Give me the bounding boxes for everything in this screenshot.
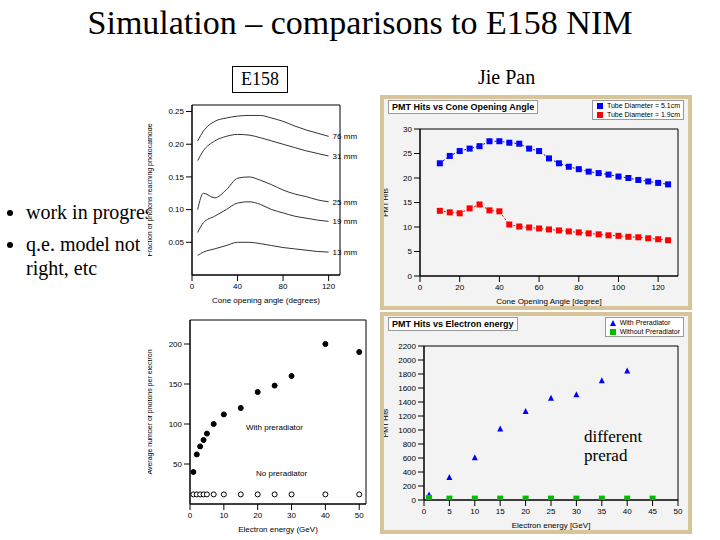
svg-text:15: 15: [403, 198, 412, 207]
svg-text:0: 0: [418, 283, 423, 292]
svg-text:5: 5: [408, 247, 413, 256]
svg-text:Electron energy (GeV): Electron energy (GeV): [238, 525, 318, 534]
svg-text:40: 40: [321, 511, 330, 520]
svg-text:15: 15: [496, 507, 505, 516]
svg-text:1200: 1200: [398, 412, 416, 421]
html-text:With Preradiator: With Preradiator: [619, 319, 671, 326]
svg-text:10: 10: [219, 511, 228, 520]
svg-text:400: 400: [403, 468, 417, 477]
svg-text:100: 100: [169, 420, 183, 429]
svg-text:Electron energy [GeV]: Electron energy [GeV]: [512, 521, 591, 530]
html-text:different prerad: different prerad: [584, 427, 643, 465]
svg-text:PMT Hits: PMT Hits: [384, 188, 389, 217]
html-text:work in progress: work in progress: [26, 201, 161, 223]
svg-text:Cone opening angle (degrees): Cone opening angle (degrees): [212, 296, 320, 305]
svg-text:30: 30: [403, 125, 412, 134]
svg-text:200: 200: [169, 340, 183, 349]
svg-text:PMT Hits: PMT Hits: [384, 408, 389, 437]
svg-text:0.15: 0.15: [168, 173, 184, 182]
svg-text:0.20: 0.20: [168, 140, 184, 149]
svg-text:150: 150: [169, 380, 183, 389]
svg-text:800: 800: [403, 440, 417, 449]
svg-text:0: 0: [408, 272, 413, 281]
svg-text:2200: 2200: [398, 342, 416, 351]
html-text:No preradiator: No preradiator: [256, 469, 308, 478]
svg-text:1800: 1800: [398, 370, 416, 379]
svg-text:Fraction of photons reaching p: Fraction of photons reaching photocathod…: [148, 123, 154, 256]
svg-text:2000: 2000: [398, 356, 416, 365]
svg-text:Average number of photons per: Average number of photons per electron: [148, 349, 154, 474]
svg-text:1000: 1000: [398, 426, 416, 435]
svg-text:0: 0: [190, 282, 195, 291]
svg-text:0.05: 0.05: [168, 238, 184, 247]
svg-text:30: 30: [287, 511, 296, 520]
svg-text:76 mm: 76 mm: [333, 132, 358, 141]
svg-text:30: 30: [572, 507, 581, 516]
svg-text:120: 120: [322, 282, 336, 291]
svg-text:0: 0: [188, 511, 193, 520]
svg-text:25 mm: 25 mm: [333, 198, 358, 207]
svg-text:40: 40: [623, 507, 632, 516]
svg-text:600: 600: [403, 454, 417, 463]
html-text:Tube Diameter = 1.9cm: Tube Diameter = 1.9cm: [606, 111, 680, 118]
html-text:q.e. model not right, etc: q.e. model not right, etc: [26, 233, 141, 279]
svg-text:10: 10: [403, 223, 412, 232]
svg-text:25: 25: [403, 149, 412, 158]
svg-text:120: 120: [651, 283, 665, 292]
svg-text:0: 0: [412, 496, 417, 505]
svg-text:0.10: 0.10: [168, 205, 184, 214]
html-text:PMT Hits vs Electron energy: PMT Hits vs Electron energy: [392, 319, 514, 329]
svg-text:80: 80: [279, 282, 288, 291]
svg-text:45: 45: [648, 507, 657, 516]
svg-text:50: 50: [355, 511, 364, 520]
svg-text:20: 20: [521, 507, 530, 516]
svg-text:13 mm: 13 mm: [333, 248, 358, 257]
svg-text:50: 50: [173, 460, 182, 469]
html-text:E158: E158: [241, 69, 279, 89]
html-text:With preradiator: With preradiator: [246, 423, 303, 432]
svg-text:50: 50: [674, 507, 683, 516]
svg-text:1400: 1400: [398, 398, 416, 407]
svg-text:60: 60: [535, 283, 544, 292]
svg-text:25: 25: [547, 507, 556, 516]
svg-text:5: 5: [447, 507, 452, 516]
svg-text:40: 40: [233, 282, 242, 291]
svg-text:0: 0: [422, 507, 427, 516]
html-text:Jie Pan: Jie Pan: [478, 66, 536, 88]
html-text:Without Preradiator: Without Preradiator: [619, 328, 680, 335]
svg-text:0.25: 0.25: [168, 107, 184, 116]
svg-text:1600: 1600: [398, 384, 416, 393]
svg-text:100: 100: [612, 283, 626, 292]
svg-text:40: 40: [495, 283, 504, 292]
svg-text:19 mm: 19 mm: [333, 217, 358, 226]
svg-text:35: 35: [597, 507, 606, 516]
svg-text:10: 10: [470, 507, 479, 516]
svg-text:20: 20: [455, 283, 464, 292]
html-text:Tube Diameter = 5.1cm: Tube Diameter = 5.1cm: [606, 102, 680, 109]
svg-text:200: 200: [403, 482, 417, 491]
svg-text:31 mm: 31 mm: [333, 152, 358, 161]
svg-text:80: 80: [574, 283, 583, 292]
svg-text:20: 20: [253, 511, 262, 520]
html-text:Simulation – comparisons to E1: Simulation – comparisons to E158 NIM: [87, 4, 633, 41]
svg-text:20: 20: [403, 174, 412, 183]
svg-text:Cone Opening Angle [degree]: Cone Opening Angle [degree]: [496, 297, 601, 306]
html-text:PMT Hits vs Cone Opening Angle: PMT Hits vs Cone Opening Angle: [392, 102, 535, 112]
